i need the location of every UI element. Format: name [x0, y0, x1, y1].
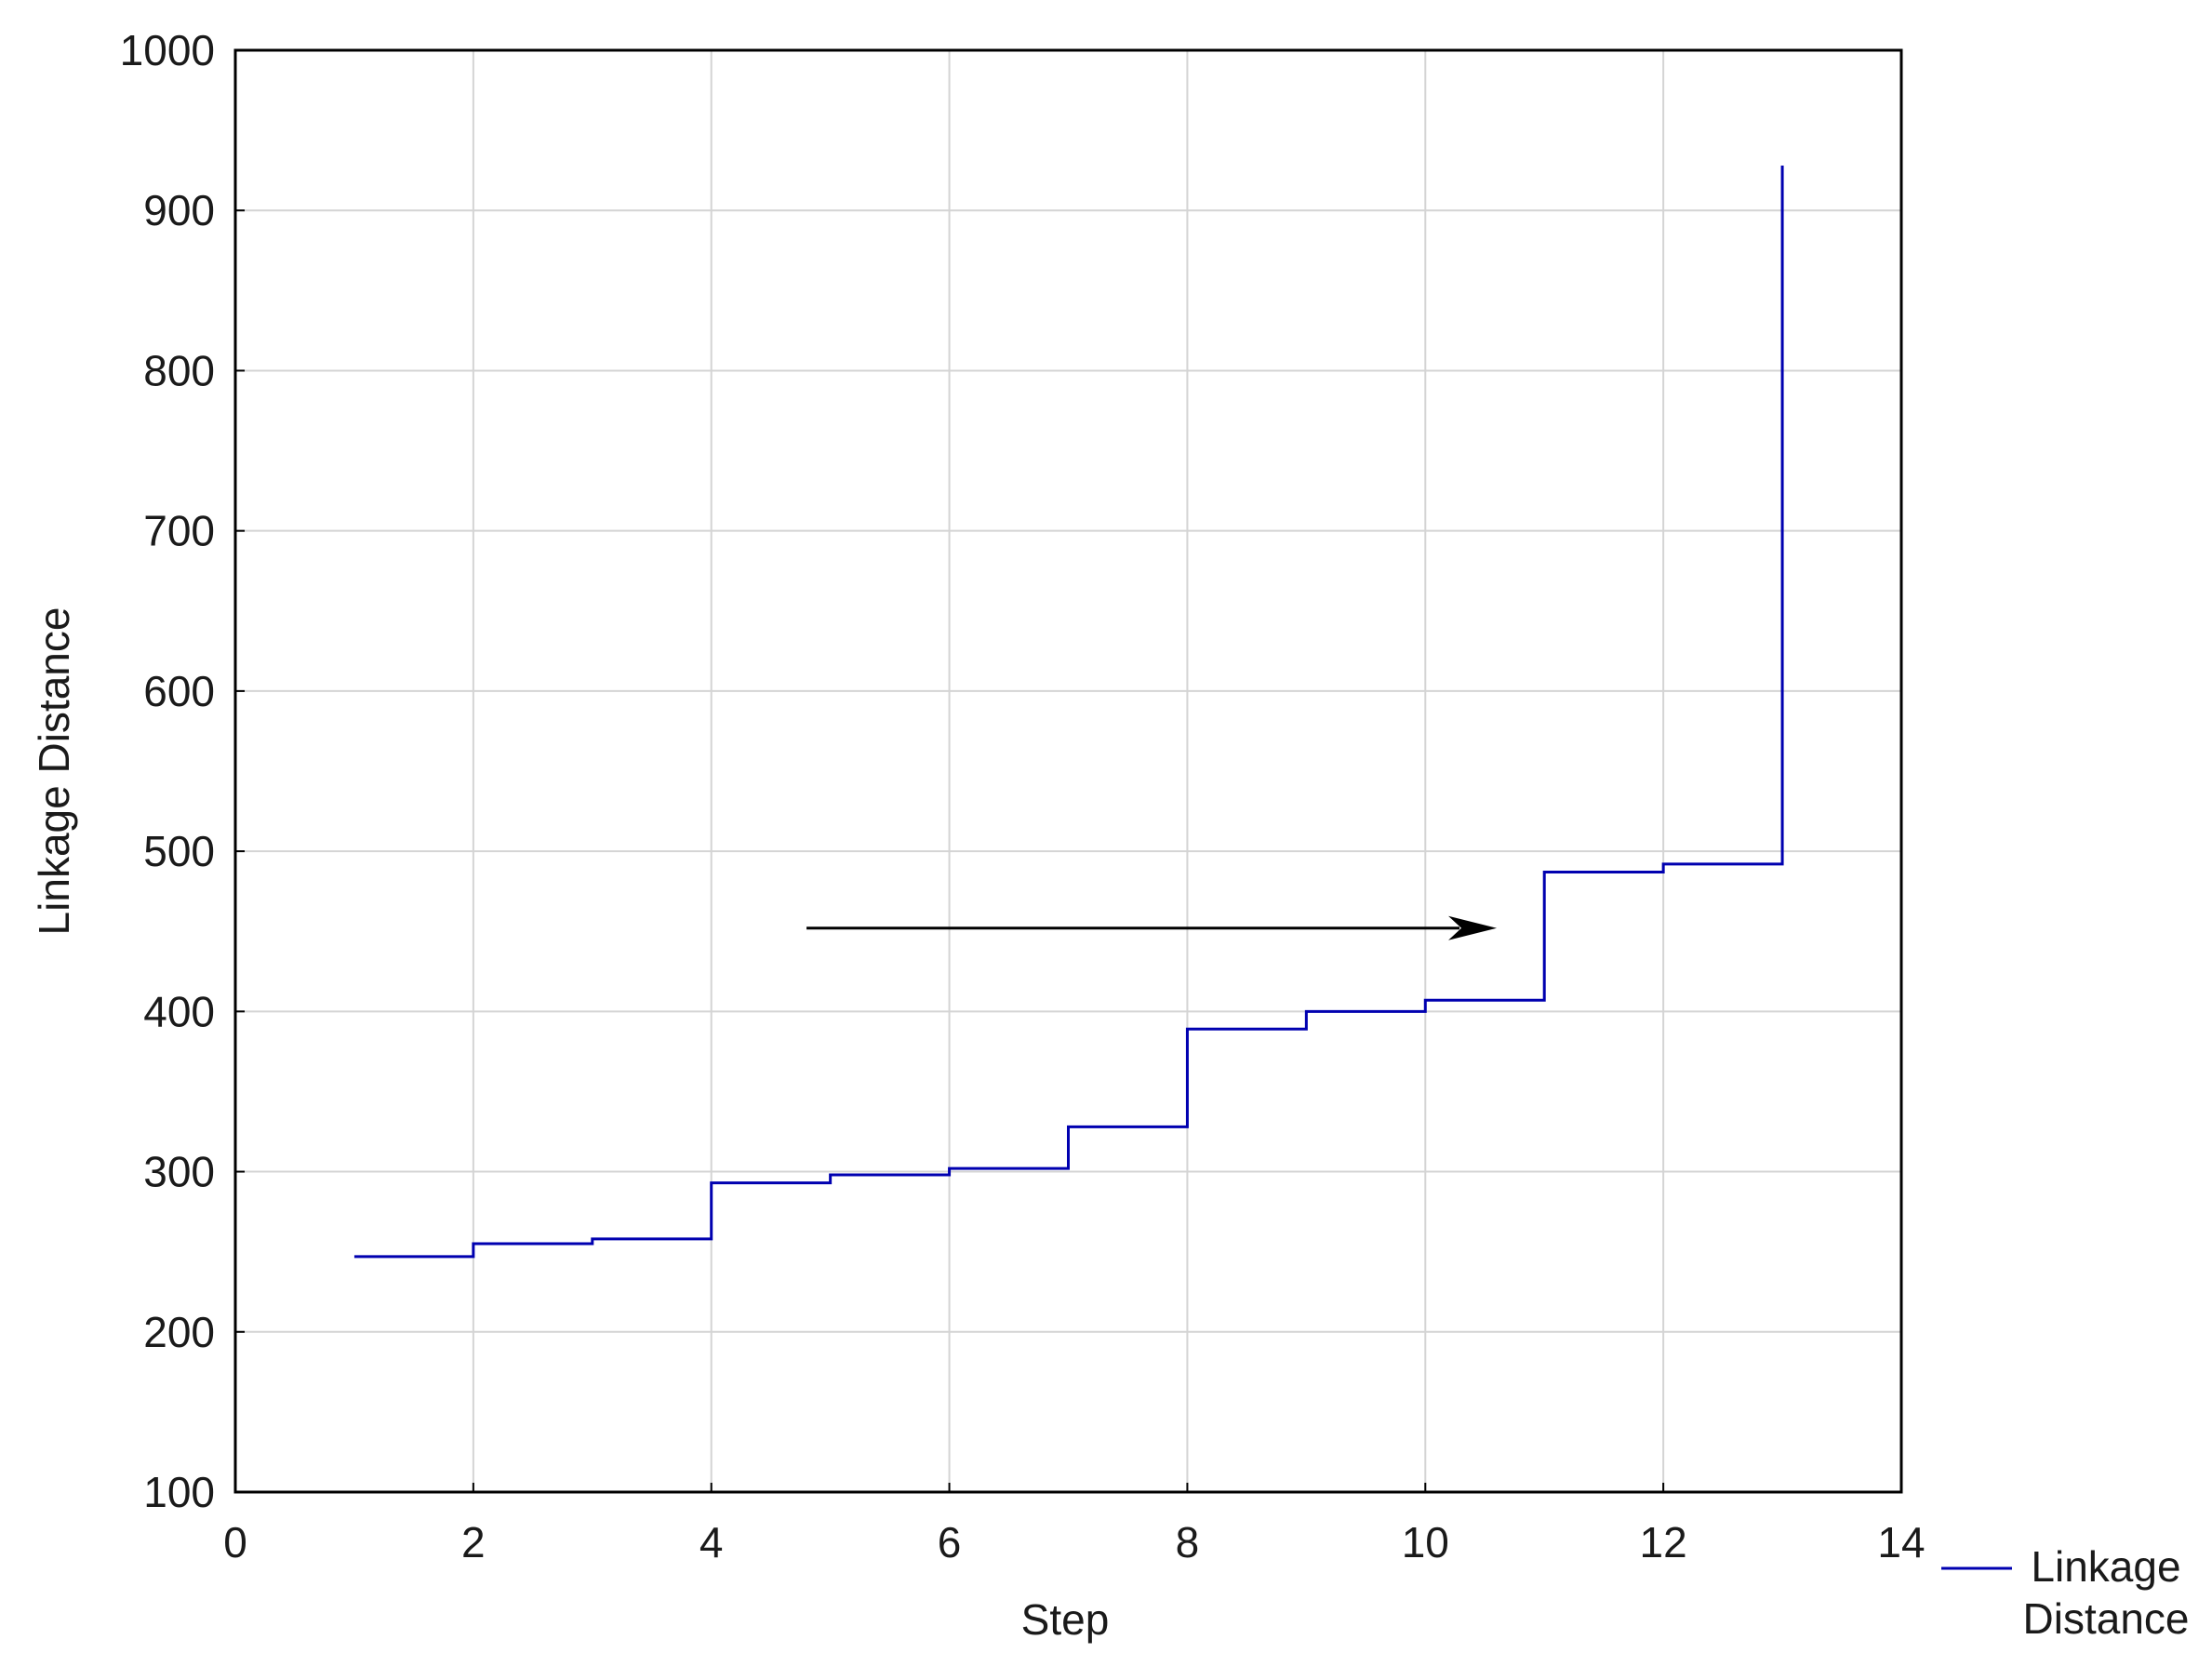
y-axis-ticks: 100 200 300 400 500 600 700 800 900 1000	[120, 26, 245, 1516]
x-tick-label: 8	[1176, 1518, 1200, 1566]
x-axis-ticks: 0 2 4 6 8 10 12 14	[223, 1483, 1926, 1566]
x-axis-title: Step	[1021, 1595, 1110, 1644]
y-tick-label: 200	[143, 1308, 215, 1356]
x-tick-label: 12	[1640, 1518, 1687, 1566]
plot-frame	[233, 48, 1903, 1494]
y-tick-label: 1000	[120, 26, 215, 74]
x-tick-label: 6	[938, 1518, 962, 1566]
annotation-layer	[806, 915, 1498, 940]
y-tick-label: 400	[143, 987, 215, 1035]
series-layer	[353, 166, 1784, 1259]
grid-lines	[235, 50, 1901, 1492]
y-tick-label: 100	[143, 1468, 215, 1516]
y-tick-label: 300	[143, 1148, 215, 1196]
y-axis-title: Linkage Distance	[30, 607, 78, 936]
y-tick-label: 500	[143, 827, 215, 875]
legend-label: Linkage Distance	[2023, 1542, 2190, 1643]
arrow-head	[1448, 915, 1498, 940]
x-tick-label: 4	[700, 1518, 724, 1566]
legend-label-line-1: Linkage	[2031, 1542, 2180, 1591]
series-line-linkage-distance	[353, 166, 1784, 1259]
y-tick-label: 800	[143, 346, 215, 394]
x-tick-label: 14	[1877, 1518, 1925, 1566]
legend: Linkage Distance	[1941, 1542, 2189, 1643]
x-tick-label: 10	[1402, 1518, 1449, 1566]
x-tick-label: 2	[461, 1518, 486, 1566]
y-tick-label: 700	[143, 507, 215, 555]
legend-label-line-2: Distance	[2023, 1594, 2190, 1643]
x-tick-label: 0	[223, 1518, 247, 1566]
y-tick-label: 900	[143, 186, 215, 234]
y-tick-label: 600	[143, 667, 215, 715]
